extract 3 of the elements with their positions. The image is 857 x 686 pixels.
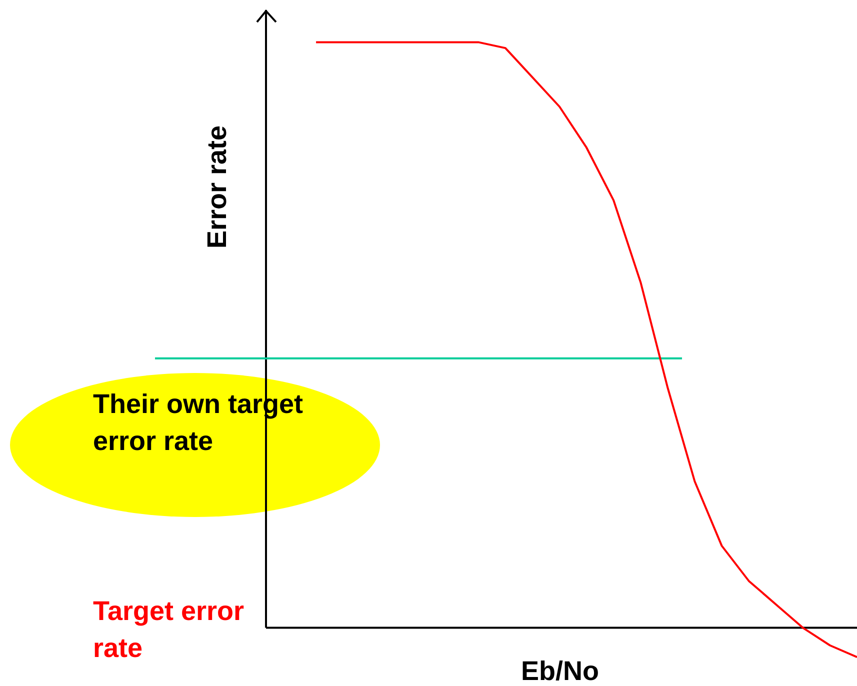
x-axis-title: Eb/No: [520, 656, 600, 686]
text: Target error rate: [93, 595, 246, 665]
y-axis-title: Error rate: [202, 124, 232, 251]
